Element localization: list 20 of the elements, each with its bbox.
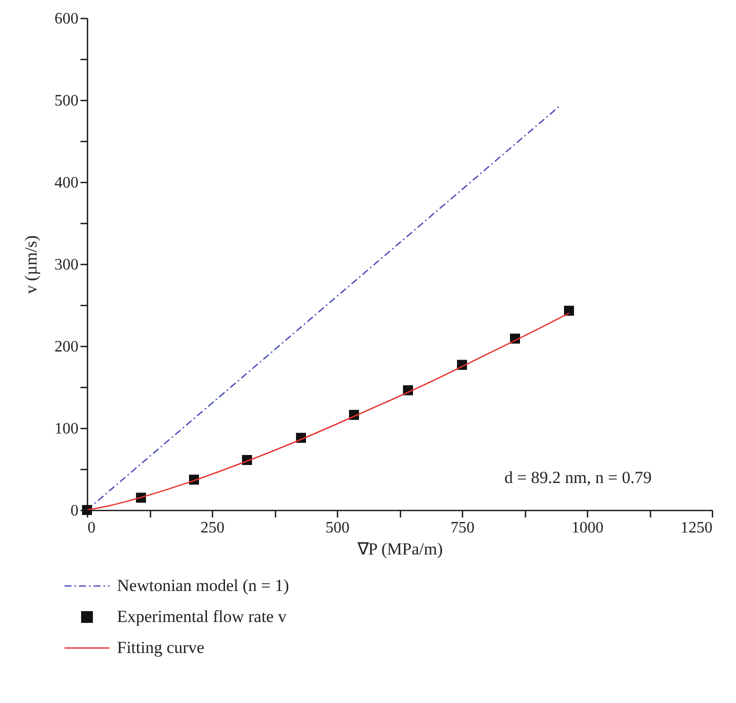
y-tick-label: 200 <box>54 338 78 356</box>
y-tick-label: 500 <box>54 92 78 110</box>
x-tick-label: 1000 <box>572 520 604 536</box>
legend-label: Newtonian model (n = 1) <box>117 576 289 595</box>
x-tick-label: 250 <box>200 520 224 536</box>
y-tick-label: 300 <box>54 256 78 274</box>
x-axis-title: ∇P (MPa/m) <box>356 540 443 558</box>
y-tick-label: 100 <box>54 420 78 438</box>
y-tick-label: 0 <box>70 502 78 520</box>
legend-label: Fitting curve <box>117 638 204 657</box>
legend-label: Experimental flow rate v <box>117 607 287 626</box>
x-tick-label: 0 <box>88 520 96 536</box>
y-tick-label: 400 <box>54 174 78 192</box>
x-tick-label: 750 <box>450 520 474 536</box>
x-tick-label: 500 <box>326 520 350 536</box>
x-tick-label: 1250 <box>680 520 712 536</box>
y-tick-label: 600 <box>54 10 78 28</box>
annotation: d = 89.2 nm, n = 0.79 <box>504 468 652 487</box>
point <box>564 306 574 316</box>
y-axis-title: v (µm/s) <box>22 235 40 294</box>
